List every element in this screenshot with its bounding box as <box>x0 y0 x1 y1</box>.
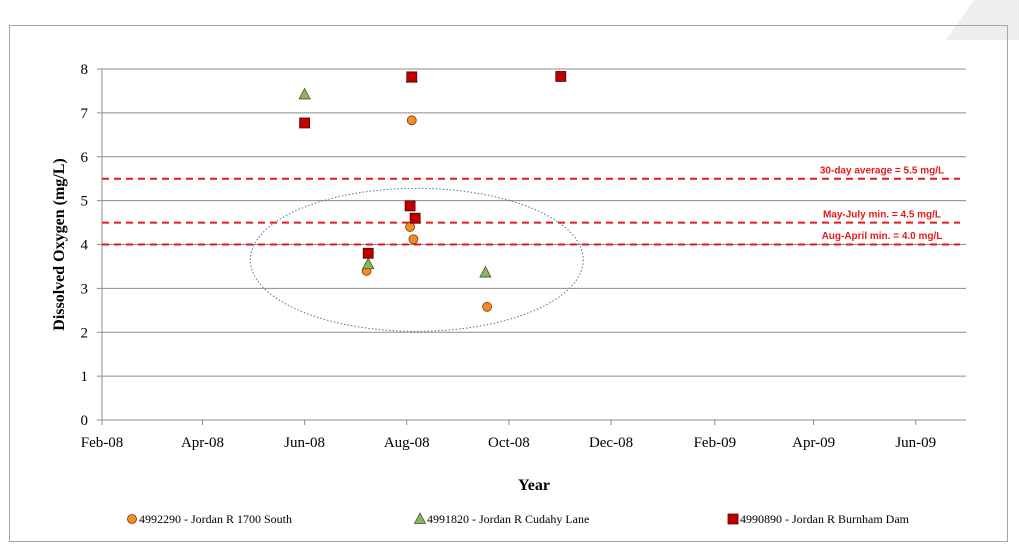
y-axis-title: Dissolved Oxygen (mg/L) <box>51 158 68 330</box>
legend-square-icon <box>727 513 739 525</box>
triangle-point <box>479 265 492 278</box>
x-tick-label: Apr-09 <box>792 435 835 451</box>
x-tick-label: Jun-09 <box>895 435 936 451</box>
y-tick-label: 3 <box>81 281 89 297</box>
x-tick-label: Apr-08 <box>181 435 224 451</box>
y-tick-label: 2 <box>81 325 89 341</box>
data-points <box>298 70 567 312</box>
triangle-point <box>362 257 375 270</box>
square-point <box>409 212 421 224</box>
x-tick-label: Feb-09 <box>694 435 737 451</box>
reference-label-bg <box>800 227 960 243</box>
annotation-layer <box>249 187 584 332</box>
reference-label: 30-day average = 5.5 mg/L <box>820 165 944 176</box>
legend-circle-icon <box>127 514 137 524</box>
legend-triangle-icon <box>413 512 427 524</box>
axis-layer: 0 1 2 3 4 5 6 7 8 Feb-08 Apr-08 Jun-08 Aug-08 Oct-08 D… <box>81 62 966 451</box>
x-axis-title: Year <box>518 477 550 494</box>
y-tick-label: 0 <box>81 413 89 429</box>
reference-label-bg <box>800 161 960 177</box>
reference-label: Aug-April min. = 4.0 mg/L <box>822 231 943 242</box>
legend-item: 4992290 - Jordan R 1700 South <box>127 512 292 526</box>
x-tick-label: Oct-08 <box>488 435 530 451</box>
x-tick-label: Jun-08 <box>284 435 325 451</box>
legend: 4992290 - Jordan R 1700 South 4991820 - J… <box>127 512 910 526</box>
y-tick-label: 8 <box>81 62 89 78</box>
y-tick-label: 1 <box>81 369 89 385</box>
legend-item: 4990890 - Jordan R Burnham Dam <box>727 512 910 526</box>
y-tick-label: 7 <box>81 106 89 122</box>
y-tick-label: 6 <box>81 150 89 166</box>
legend-label: 4991820 - Jordan R Cudahy Lane <box>427 512 589 526</box>
legend-label: 4990890 - Jordan R Burnham Dam <box>740 512 910 526</box>
x-tick-label: Feb-08 <box>81 435 124 451</box>
square-point <box>299 117 311 129</box>
y-tick-label: 4 <box>81 238 89 254</box>
circle-point <box>406 115 417 126</box>
low-oxygen-ellipse <box>249 187 584 332</box>
legend-item: 4991820 - Jordan R Cudahy Lane <box>413 512 589 526</box>
y-tick-label: 5 <box>81 194 89 210</box>
legend-label: 4992290 - Jordan R 1700 South <box>139 512 292 526</box>
reference-lines: 30-day average = 5.5 mg/L May-July min. =… <box>102 161 960 246</box>
triangle-point <box>298 87 311 100</box>
circle-point <box>405 222 415 232</box>
reference-label-bg <box>800 205 960 221</box>
square-point <box>555 71 567 82</box>
x-tick-label: Dec-08 <box>589 435 633 451</box>
circle-point <box>408 234 419 245</box>
square-point <box>406 71 418 83</box>
square-point <box>404 200 416 212</box>
x-tick-label: Aug-08 <box>384 435 430 451</box>
circle-point <box>482 301 493 312</box>
reference-label: May-July min. = 4.5 mg/L <box>823 209 941 220</box>
square-point <box>362 247 374 259</box>
chart-frame <box>9 25 1008 542</box>
